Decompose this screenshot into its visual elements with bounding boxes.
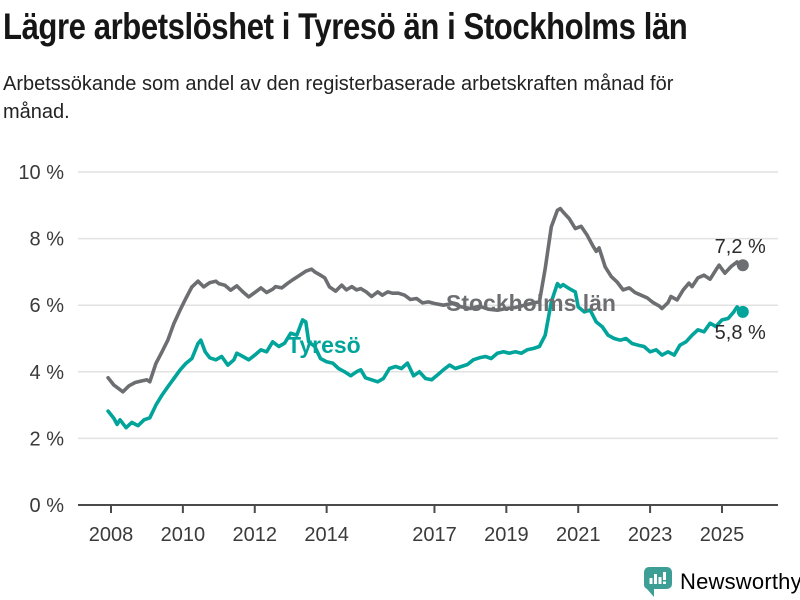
x-tick-label: 2021 — [556, 524, 601, 546]
stockholms-lan-series-label: Stockholms län — [446, 290, 616, 316]
stockholms-lan-end-value-label: 7,2 % — [715, 236, 766, 258]
tyreso-end-value-label: 5,8 % — [715, 322, 766, 344]
page-subtitle: Arbetssökande som andel av den registerb… — [3, 73, 674, 123]
stockholms-lan-end-dot — [736, 259, 749, 272]
tyreso-line — [106, 281, 745, 430]
y-tick-label: 8 % — [30, 229, 65, 251]
x-tick-label: 2025 — [700, 524, 745, 546]
page-title: Lägre arbetslöshet i Tyresö än i Stockho… — [3, 6, 688, 47]
stockholms-lan-line — [106, 206, 745, 394]
x-tick-label: 2008 — [89, 524, 134, 546]
bar-chart-glyph — [649, 572, 666, 584]
tyreso-series-label: Tyresö — [287, 332, 361, 358]
bubble-shape — [643, 567, 672, 597]
y-tick-label: 0 % — [30, 495, 65, 517]
newsworthy-logo: Newsworthy — [643, 566, 800, 598]
y-tick-label: 2 % — [30, 428, 65, 450]
x-tick-label: 2019 — [484, 524, 529, 546]
y-tick-label: 10 % — [18, 162, 64, 184]
x-tick-label: 2014 — [304, 524, 349, 546]
newsworthy-bubble-icon — [643, 567, 672, 597]
y-tick-label: 6 % — [30, 295, 65, 317]
newsworthy-wordmark: Newsworthy — [680, 569, 800, 594]
x-tick-label: 2017 — [412, 524, 457, 546]
tyreso-end-dot — [736, 305, 749, 318]
y-tick-label: 4 % — [30, 362, 65, 384]
x-tick-label: 2010 — [161, 524, 206, 546]
x-tick-label: 2023 — [628, 524, 673, 546]
x-tick-label: 2012 — [233, 524, 278, 546]
